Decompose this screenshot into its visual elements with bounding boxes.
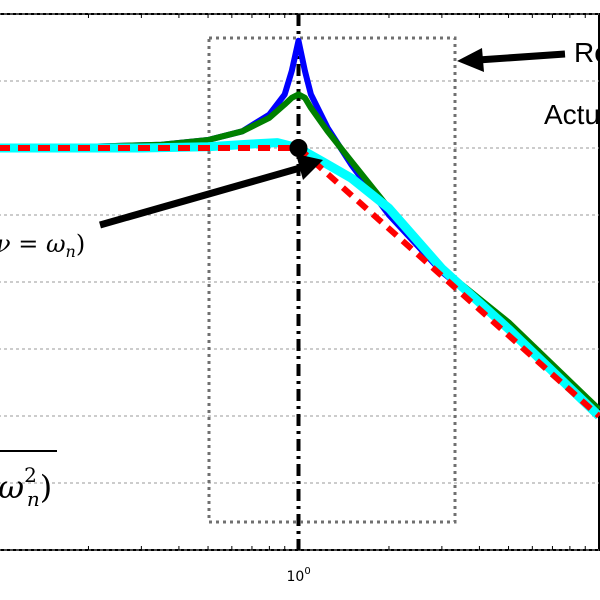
zoom-region-box [207, 36, 457, 524]
left-math-sub: n [66, 242, 76, 261]
marker-group [289, 139, 308, 157]
left-math-close: ) [76, 230, 85, 258]
bottom-math-label: ω2 n) [0, 463, 52, 511]
arrow-to-box [457, 48, 566, 72]
x-tick-label-base: 10 [287, 569, 305, 585]
left-math-main: ν = ω [0, 230, 66, 258]
bottom-math-main: ω [0, 468, 24, 506]
right-label: Actu [544, 99, 600, 130]
x-tick-label: 100 [287, 566, 311, 585]
top-right-label: Re [574, 37, 600, 68]
axis-ticks [87, 14, 586, 550]
bottom-math-close: ) [40, 468, 52, 506]
resonance-marker [289, 139, 308, 157]
x-tick-label-exp: 0 [304, 566, 310, 577]
bottom-math-sub: n [27, 487, 40, 511]
bottom-math-sup: 2 [24, 463, 37, 487]
series-line [0, 138, 600, 420]
x-tick-labels: 100 [287, 566, 311, 585]
left-math-label: ν = ωn) [0, 230, 85, 261]
arrow-to-point [99, 154, 323, 229]
